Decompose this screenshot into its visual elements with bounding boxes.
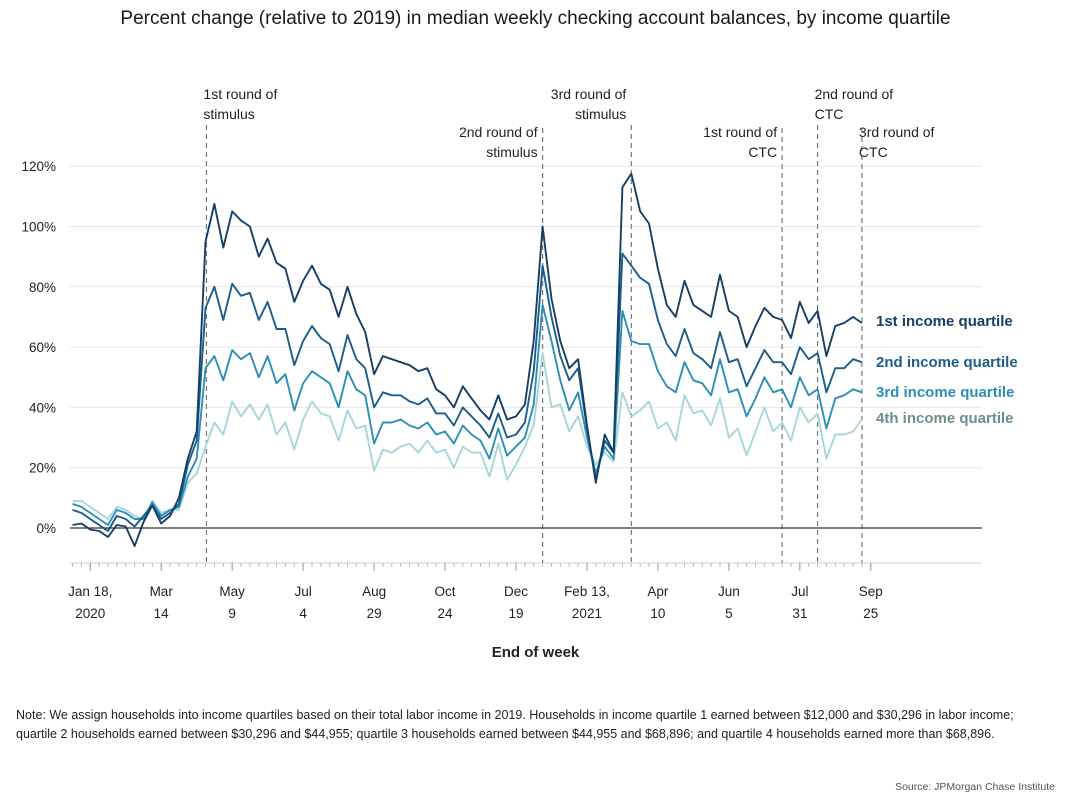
x-axis-title: End of week [491,644,580,661]
event-marker-label: 3rd round of [551,86,627,102]
legend-label: 2nd income quartile [876,354,1018,371]
event-marker-label: 2nd round of [459,124,538,140]
legend-layer: 1st income quartile 2nd income quartile 3r… [876,313,1018,427]
y-tick-label: 60% [29,340,56,355]
event-marker-label: 3rd round of [859,124,935,140]
x-tick-label: Mar [150,584,174,599]
series-layer [72,172,863,548]
x-tick-label: 19 [508,606,523,621]
x-tick-label: May [219,584,245,599]
x-tick-label: 2020 [75,606,105,621]
series-line [72,172,863,548]
y-tick-label: 0% [36,521,56,536]
legend-label: 4th income quartile [876,410,1014,427]
x-tick-label: Jul [791,584,808,599]
chart-title: Percent change (relative to 2019) in med… [120,8,951,29]
x-tick-label: Jan 18, [68,584,112,599]
event-marker-label: stimulus [575,106,626,122]
event-marker-label: 1st round of [203,86,277,102]
series-line [72,352,863,520]
x-tick-label: 10 [650,606,665,621]
axis-layer: 0% 20% 40% 60% 80% 100% 120% Jan 18, 2020 Mar 14 Ma… [21,159,982,621]
x-tick-label: Feb 13, [564,584,610,599]
event-marker-label: CTC [859,144,888,160]
x-tick-label: Jun [718,584,740,599]
annotation-layer: 1st round of stimulus 2nd round of stimulus… [203,86,935,563]
y-tick-label: 80% [29,280,56,295]
footnote: Note: We assign households into income q… [16,708,1014,741]
y-tick-label: 100% [21,220,56,235]
legend-label: 3rd income quartile [876,384,1014,401]
y-tick-label: 120% [21,159,56,174]
x-tick-label: 24 [438,606,454,621]
x-tick-label: Apr [647,584,669,599]
x-tick-label: Jul [294,584,311,599]
x-tick-label: 5 [725,606,733,621]
x-tick-label: 9 [228,606,236,621]
x-tick-label: 2021 [572,606,602,621]
y-tick-label: 20% [29,461,56,476]
x-tick-label: Dec [504,584,528,599]
x-tick-label: 25 [863,606,878,621]
x-tick-label: 14 [154,606,170,621]
event-marker-label: CTC [748,144,777,160]
x-tick-label: Oct [435,584,456,599]
series-line [72,252,863,532]
x-tick-label: Sep [859,584,883,599]
series-line [72,303,863,526]
event-marker-label: 1st round of [703,124,777,140]
event-marker-label: 2nd round of [815,86,894,102]
event-marker-label: stimulus [203,106,254,122]
x-tick-label: 4 [299,606,307,621]
x-tick-label: 29 [367,606,382,621]
legend-label: 1st income quartile [876,313,1013,330]
source-credit: Source: JPMorgan Chase Institute [895,781,1055,793]
event-marker-label: CTC [815,106,844,122]
y-tick-label: 40% [29,400,56,415]
x-tick-label: Aug [362,584,386,599]
event-marker-label: stimulus [486,144,537,160]
x-tick-label: 31 [792,606,807,621]
